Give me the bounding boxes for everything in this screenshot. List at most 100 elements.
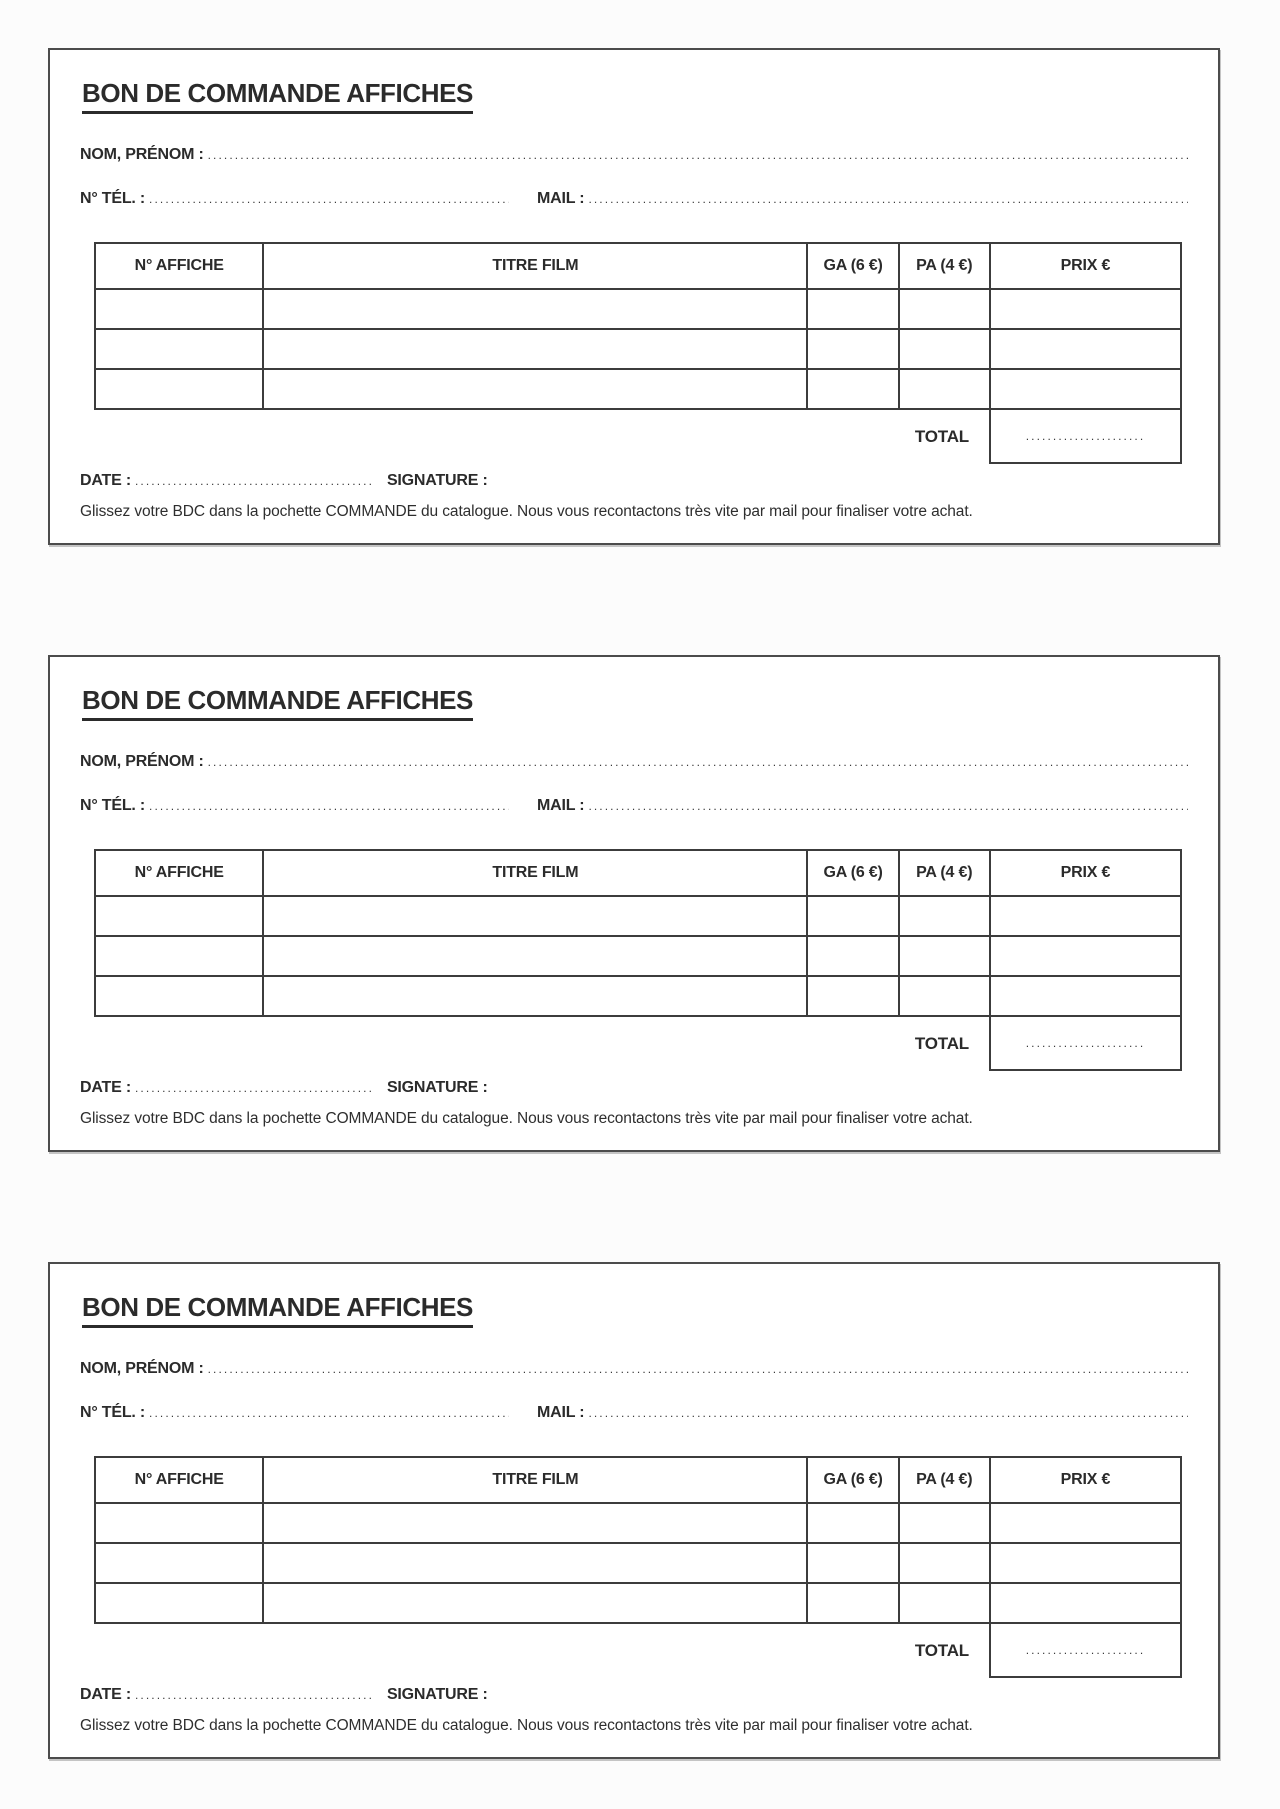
pa-cell[interactable] bbox=[897, 1582, 991, 1624]
order-form: BON DE COMMANDE AFFICHES NOM, PRÉNOM : N… bbox=[48, 1262, 1220, 1759]
name-label: NOM, PRÉNOM : bbox=[80, 753, 204, 770]
titre-film-cell[interactable] bbox=[262, 1582, 809, 1624]
mail-input-line[interactable] bbox=[588, 192, 1188, 206]
titre-film-cell[interactable] bbox=[262, 935, 809, 977]
titre-film-cell[interactable] bbox=[262, 1542, 809, 1584]
titre-film-cell[interactable] bbox=[262, 368, 809, 410]
prix-cell[interactable] bbox=[988, 975, 1183, 1017]
mail-input-line[interactable] bbox=[588, 799, 1188, 813]
prix-cell[interactable] bbox=[988, 895, 1183, 937]
ga-cell[interactable] bbox=[806, 328, 900, 370]
titre-film-cell[interactable] bbox=[262, 895, 809, 937]
pa-cell[interactable] bbox=[897, 1542, 991, 1584]
header-prix: PRIX € bbox=[988, 1456, 1183, 1504]
header-prix: PRIX € bbox=[988, 849, 1183, 897]
ga-cell[interactable] bbox=[806, 895, 900, 937]
header-ga: GA (6 €) bbox=[806, 1456, 900, 1504]
table-row bbox=[93, 1582, 1183, 1624]
date-label: DATE : bbox=[80, 1686, 131, 1703]
total-label: TOTAL bbox=[914, 1034, 969, 1053]
page: BON DE COMMANDE AFFICHES NOM, PRÉNOM : N… bbox=[48, 48, 1220, 1759]
affiche-cell[interactable] bbox=[93, 328, 265, 370]
ga-cell[interactable] bbox=[806, 1542, 900, 1584]
pa-cell[interactable] bbox=[897, 368, 991, 410]
pa-cell[interactable] bbox=[897, 975, 991, 1017]
header-affiche: N° AFFICHE bbox=[93, 1456, 265, 1504]
name-input-line[interactable] bbox=[208, 755, 1188, 769]
date-input-line[interactable] bbox=[135, 1688, 373, 1702]
ga-cell[interactable] bbox=[806, 975, 900, 1017]
affiche-cell[interactable] bbox=[93, 368, 265, 410]
name-input-line[interactable] bbox=[208, 148, 1188, 162]
form-title: BON DE COMMANDE AFFICHES bbox=[82, 78, 473, 114]
name-input-line[interactable] bbox=[208, 1362, 1188, 1376]
total-amount-box[interactable] bbox=[989, 410, 1182, 464]
affiche-cell[interactable] bbox=[93, 975, 265, 1017]
table-row bbox=[93, 1502, 1183, 1544]
table-row bbox=[93, 368, 1183, 410]
affiche-cell[interactable] bbox=[93, 288, 265, 330]
date-signature-row: DATE : SIGNATURE : bbox=[80, 472, 1188, 490]
tel-label: N° TÉL. : bbox=[80, 797, 146, 814]
prix-cell[interactable] bbox=[988, 1582, 1183, 1624]
header-titre-film: TITRE FILM bbox=[262, 1456, 809, 1504]
total-label: TOTAL bbox=[914, 1641, 969, 1660]
date-label: DATE : bbox=[80, 472, 131, 489]
tel-input-line[interactable] bbox=[149, 192, 509, 206]
titre-film-cell[interactable] bbox=[262, 288, 809, 330]
titre-film-cell[interactable] bbox=[262, 1502, 809, 1544]
affiche-cell[interactable] bbox=[93, 1582, 265, 1624]
prix-cell[interactable] bbox=[988, 935, 1183, 977]
prix-cell[interactable] bbox=[988, 1502, 1183, 1544]
affiche-cell[interactable] bbox=[93, 1502, 265, 1544]
pa-cell[interactable] bbox=[897, 935, 991, 977]
titre-film-cell[interactable] bbox=[262, 975, 809, 1017]
titre-film-cell[interactable] bbox=[262, 328, 809, 370]
header-affiche: N° AFFICHE bbox=[93, 242, 265, 290]
mail-input-line[interactable] bbox=[588, 1406, 1188, 1420]
form-title: BON DE COMMANDE AFFICHES bbox=[82, 1292, 473, 1328]
tel-mail-row: N° TÉL. : MAIL : bbox=[80, 1404, 1188, 1422]
pa-cell[interactable] bbox=[897, 1502, 991, 1544]
ga-cell[interactable] bbox=[806, 1582, 900, 1624]
affiche-cell[interactable] bbox=[93, 1542, 265, 1584]
name-label: NOM, PRÉNOM : bbox=[80, 1360, 204, 1377]
total-amount-box[interactable] bbox=[989, 1624, 1182, 1678]
prix-cell[interactable] bbox=[988, 328, 1183, 370]
header-pa: PA (4 €) bbox=[897, 849, 991, 897]
name-row: NOM, PRÉNOM : bbox=[80, 1360, 1188, 1378]
ga-cell[interactable] bbox=[806, 288, 900, 330]
tel-label: N° TÉL. : bbox=[80, 1404, 146, 1421]
ga-cell[interactable] bbox=[806, 935, 900, 977]
mail-label: MAIL : bbox=[537, 190, 585, 207]
prix-cell[interactable] bbox=[988, 368, 1183, 410]
header-pa: PA (4 €) bbox=[897, 1456, 991, 1504]
total-amount-box[interactable] bbox=[989, 1017, 1182, 1071]
ga-cell[interactable] bbox=[806, 368, 900, 410]
ga-cell[interactable] bbox=[806, 1502, 900, 1544]
total-row: TOTAL bbox=[80, 1017, 1182, 1071]
table-row bbox=[93, 975, 1183, 1017]
affiche-cell[interactable] bbox=[93, 895, 265, 937]
table-header-row: N° AFFICHE TITRE FILM GA (6 €) PA (4 €) … bbox=[93, 849, 1183, 897]
pa-cell[interactable] bbox=[897, 288, 991, 330]
tel-input-line[interactable] bbox=[149, 799, 509, 813]
order-form: BON DE COMMANDE AFFICHES NOM, PRÉNOM : N… bbox=[48, 48, 1220, 545]
date-input-line[interactable] bbox=[135, 474, 373, 488]
tel-input-line[interactable] bbox=[149, 1406, 509, 1420]
date-label: DATE : bbox=[80, 1079, 131, 1096]
prix-cell[interactable] bbox=[988, 1542, 1183, 1584]
prix-cell[interactable] bbox=[988, 288, 1183, 330]
form-title: BON DE COMMANDE AFFICHES bbox=[82, 685, 473, 721]
signature-label: SIGNATURE : bbox=[386, 1686, 488, 1703]
total-label: TOTAL bbox=[914, 427, 969, 446]
pa-cell[interactable] bbox=[897, 328, 991, 370]
table-row bbox=[93, 328, 1183, 370]
table-header-row: N° AFFICHE TITRE FILM GA (6 €) PA (4 €) … bbox=[93, 1456, 1183, 1504]
affiche-cell[interactable] bbox=[93, 935, 265, 977]
table-row bbox=[93, 935, 1183, 977]
header-affiche: N° AFFICHE bbox=[93, 849, 265, 897]
header-ga: GA (6 €) bbox=[806, 242, 900, 290]
date-input-line[interactable] bbox=[135, 1081, 373, 1095]
pa-cell[interactable] bbox=[897, 895, 991, 937]
